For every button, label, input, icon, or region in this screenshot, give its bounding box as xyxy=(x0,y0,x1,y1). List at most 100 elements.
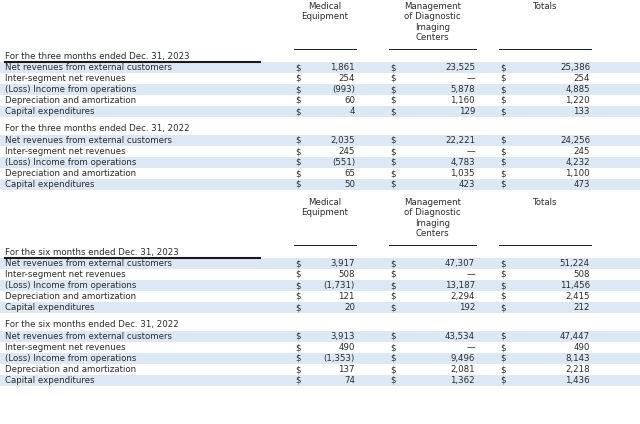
Text: $: $ xyxy=(500,63,506,72)
Text: $: $ xyxy=(295,147,301,156)
Text: $: $ xyxy=(295,376,301,385)
FancyBboxPatch shape xyxy=(0,280,640,291)
FancyBboxPatch shape xyxy=(0,157,640,168)
Text: $: $ xyxy=(500,136,506,145)
Text: $: $ xyxy=(390,74,396,83)
Text: For the three months ended Dec. 31, 2022: For the three months ended Dec. 31, 2022 xyxy=(5,125,189,134)
Text: 245: 245 xyxy=(339,147,355,156)
Text: 133: 133 xyxy=(573,107,590,116)
Text: (551): (551) xyxy=(332,158,355,167)
FancyBboxPatch shape xyxy=(0,291,640,302)
Text: 4,783: 4,783 xyxy=(451,158,475,167)
Text: $: $ xyxy=(390,96,396,105)
Text: $: $ xyxy=(295,332,301,341)
Text: 2,415: 2,415 xyxy=(565,292,590,301)
Text: $: $ xyxy=(295,74,301,83)
Text: 121: 121 xyxy=(339,292,355,301)
Text: $: $ xyxy=(390,169,396,178)
FancyBboxPatch shape xyxy=(0,179,640,190)
Text: 2,218: 2,218 xyxy=(565,365,590,374)
Text: Medical
Equipment: Medical Equipment xyxy=(301,2,349,21)
Text: 490: 490 xyxy=(573,343,590,352)
Text: $: $ xyxy=(390,332,396,341)
Text: $: $ xyxy=(500,74,506,83)
Text: $: $ xyxy=(500,270,506,279)
Text: 24,256: 24,256 xyxy=(560,136,590,145)
Text: For the six months ended Dec. 31, 2023: For the six months ended Dec. 31, 2023 xyxy=(5,248,179,257)
Text: $: $ xyxy=(295,270,301,279)
Text: —: — xyxy=(467,74,475,83)
Text: 1,035: 1,035 xyxy=(451,169,475,178)
Text: 423: 423 xyxy=(458,180,475,189)
Text: 129: 129 xyxy=(459,107,475,116)
Text: 51,224: 51,224 xyxy=(560,259,590,268)
Text: 74: 74 xyxy=(344,376,355,385)
Text: (1,353): (1,353) xyxy=(324,354,355,363)
FancyBboxPatch shape xyxy=(0,342,640,353)
Text: 4,232: 4,232 xyxy=(565,158,590,167)
FancyBboxPatch shape xyxy=(0,168,640,179)
Text: $: $ xyxy=(390,259,396,268)
Text: 4: 4 xyxy=(349,107,355,116)
Text: (993): (993) xyxy=(332,85,355,94)
Text: $: $ xyxy=(500,332,506,341)
Text: $: $ xyxy=(295,169,301,178)
Text: (Loss) Income from operations: (Loss) Income from operations xyxy=(5,158,136,167)
FancyBboxPatch shape xyxy=(0,313,640,319)
Text: 137: 137 xyxy=(339,365,355,374)
Text: $: $ xyxy=(295,96,301,105)
Text: $: $ xyxy=(500,180,506,189)
Text: $: $ xyxy=(295,343,301,352)
Text: $: $ xyxy=(390,343,396,352)
Text: (1,731): (1,731) xyxy=(324,281,355,290)
Text: $: $ xyxy=(500,365,506,374)
Text: —: — xyxy=(467,343,475,352)
Text: 43,534: 43,534 xyxy=(445,332,475,341)
Text: $: $ xyxy=(500,147,506,156)
Text: 9,496: 9,496 xyxy=(451,354,475,363)
Text: 13,187: 13,187 xyxy=(445,281,475,290)
Text: 65: 65 xyxy=(344,169,355,178)
Text: For the three months ended Dec. 31, 2023: For the three months ended Dec. 31, 2023 xyxy=(5,51,189,61)
Text: 4,885: 4,885 xyxy=(565,85,590,94)
Text: $: $ xyxy=(295,354,301,363)
Text: Medical
Equipment: Medical Equipment xyxy=(301,198,349,218)
Text: 254: 254 xyxy=(573,74,590,83)
Text: $: $ xyxy=(390,85,396,94)
Text: $: $ xyxy=(500,343,506,352)
Text: $: $ xyxy=(295,180,301,189)
FancyBboxPatch shape xyxy=(0,106,640,117)
Text: —: — xyxy=(467,270,475,279)
FancyBboxPatch shape xyxy=(0,258,640,269)
FancyBboxPatch shape xyxy=(0,302,640,313)
FancyBboxPatch shape xyxy=(0,50,640,62)
Text: 20: 20 xyxy=(344,303,355,312)
Text: 2,081: 2,081 xyxy=(451,365,475,374)
Text: $: $ xyxy=(500,292,506,301)
Text: Depreciation and amortization: Depreciation and amortization xyxy=(5,292,136,301)
Text: 3,917: 3,917 xyxy=(330,259,355,268)
Text: (Loss) Income from operations: (Loss) Income from operations xyxy=(5,85,136,94)
Text: 473: 473 xyxy=(573,180,590,189)
Text: Inter-segment net revenues: Inter-segment net revenues xyxy=(5,270,125,279)
Text: 192: 192 xyxy=(459,303,475,312)
Text: $: $ xyxy=(295,365,301,374)
Text: $: $ xyxy=(295,136,301,145)
Text: $: $ xyxy=(390,292,396,301)
Text: $: $ xyxy=(500,354,506,363)
Text: $: $ xyxy=(500,376,506,385)
Text: 1,436: 1,436 xyxy=(565,376,590,385)
Text: Inter-segment net revenues: Inter-segment net revenues xyxy=(5,343,125,352)
Text: (Loss) Income from operations: (Loss) Income from operations xyxy=(5,354,136,363)
FancyBboxPatch shape xyxy=(0,73,640,84)
Text: 2,035: 2,035 xyxy=(330,136,355,145)
Text: 8,143: 8,143 xyxy=(565,354,590,363)
Text: 50: 50 xyxy=(344,180,355,189)
Text: $: $ xyxy=(295,107,301,116)
FancyBboxPatch shape xyxy=(0,319,640,331)
Text: Management
of Diagnostic
Imaging
Centers: Management of Diagnostic Imaging Centers xyxy=(404,2,461,42)
Text: $: $ xyxy=(295,303,301,312)
Text: Inter-segment net revenues: Inter-segment net revenues xyxy=(5,74,125,83)
Text: Depreciation and amortization: Depreciation and amortization xyxy=(5,96,136,105)
Text: 1,362: 1,362 xyxy=(451,376,475,385)
